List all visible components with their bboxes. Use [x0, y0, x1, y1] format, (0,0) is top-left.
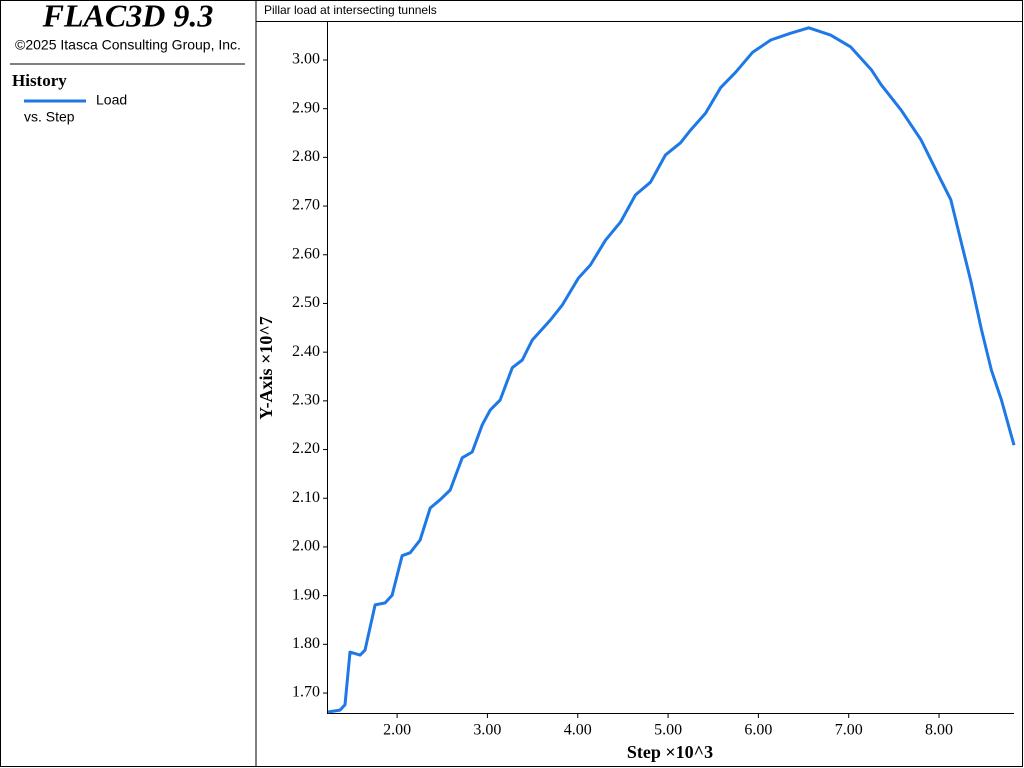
y-tick-label: 1.90 [292, 586, 320, 603]
x-tick-label: 4.00 [564, 722, 592, 739]
legend-label: Load [96, 92, 127, 108]
x-tick-label: 6.00 [744, 722, 772, 739]
data-line [327, 26, 1016, 714]
y-tick-label: 2.30 [292, 392, 320, 409]
y-tick-label: 2.40 [292, 343, 320, 360]
y-tick-label: 2.60 [292, 245, 320, 262]
y-tick-label: 2.90 [292, 99, 320, 116]
x-tick-label: 7.00 [835, 722, 863, 739]
y-tick-label: 3.00 [292, 51, 320, 68]
copyright: ©2025 Itasca Consulting Group, Inc. [15, 37, 241, 53]
y-axis-label: Y-Axis ×10^7 [256, 316, 276, 420]
y-tick-label: 1.70 [292, 684, 320, 701]
app-title: FLAC3D 9.3 [42, 0, 214, 33]
chart-title: Pillar load at intersecting tunnels [264, 3, 437, 17]
y-tick-label: 2.70 [292, 197, 320, 214]
legend-suffix: vs. Step [24, 109, 75, 125]
y-tick-label: 2.00 [292, 538, 320, 555]
x-tick-label: 3.00 [473, 722, 501, 739]
legend-heading: History [12, 71, 67, 90]
x-tick-label: 2.00 [383, 722, 411, 739]
y-tick-label: 1.80 [292, 635, 320, 652]
y-tick-label: 2.20 [292, 440, 320, 457]
y-tick-label: 2.80 [292, 148, 320, 165]
x-tick-label: 5.00 [654, 722, 682, 739]
x-tick-label: 8.00 [925, 722, 953, 739]
y-tick-label: 2.50 [292, 294, 320, 311]
x-axis-label: Step ×10^3 [627, 742, 713, 762]
y-tick-label: 2.10 [292, 489, 320, 506]
